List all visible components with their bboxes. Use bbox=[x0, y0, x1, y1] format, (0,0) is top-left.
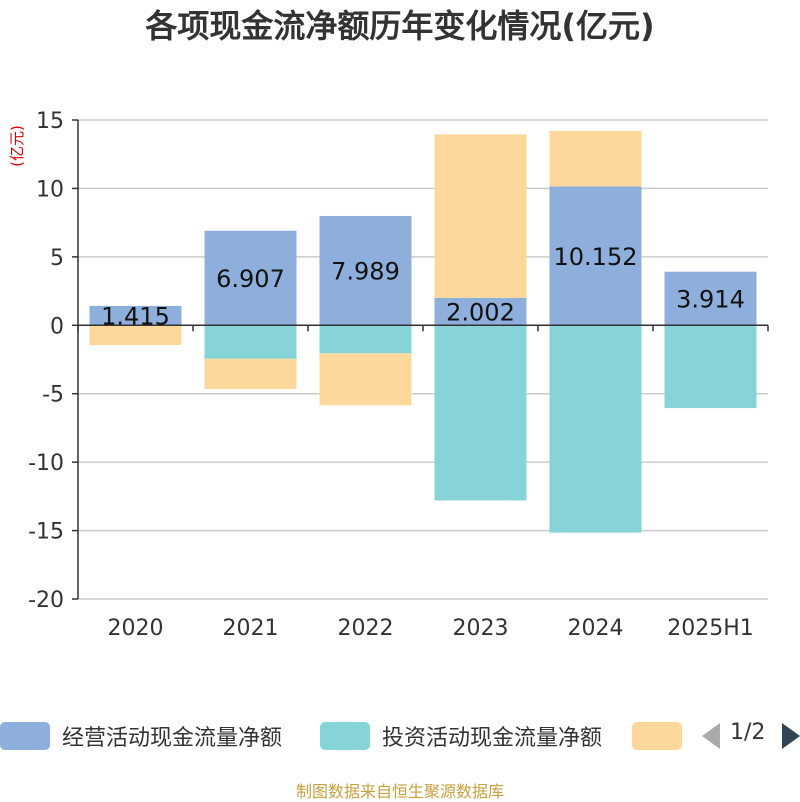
x-tick-label: 2021 bbox=[223, 616, 279, 641]
source-note: 制图数据来自恒生聚源数据库 bbox=[295, 782, 504, 801]
x-tick-label: 2023 bbox=[453, 616, 509, 641]
bar-series-2-2023[interactable] bbox=[434, 134, 527, 298]
data-label: 6.907 bbox=[216, 265, 285, 293]
bar-series-1-2021[interactable] bbox=[204, 325, 297, 359]
data-label: 10.152 bbox=[554, 243, 638, 271]
chart-title: 各项现金流净额历年变化情况(亿元) bbox=[145, 7, 655, 45]
y-tick-label: 15 bbox=[36, 109, 64, 134]
bar-series-0-2021[interactable] bbox=[204, 230, 297, 326]
bar-series-0-2023[interactable] bbox=[434, 297, 527, 326]
y-tick-label: -10 bbox=[28, 451, 64, 476]
bar-series-2-2022[interactable] bbox=[319, 353, 412, 406]
grid-lines bbox=[78, 119, 768, 600]
y-tick-label: 10 bbox=[36, 177, 64, 202]
legend-label-investing: 投资活动现金流量净额 bbox=[382, 726, 603, 751]
bar-series-2-2020[interactable] bbox=[89, 325, 182, 346]
bar-series-1-2022[interactable] bbox=[319, 325, 412, 354]
data-label: 3.914 bbox=[676, 286, 745, 314]
y-tick-label: -5 bbox=[42, 383, 64, 408]
y-tick-label: -15 bbox=[28, 520, 64, 545]
legend-swatch-operating bbox=[0, 722, 50, 750]
legend-prev-arrow-icon[interactable] bbox=[702, 723, 720, 749]
data-label: 7.989 bbox=[331, 258, 400, 286]
bar-series-2-2024[interactable] bbox=[549, 130, 642, 187]
axes: 15 10 5 0 -5 -10 -15 -20 2020 2021 2022 2023 2024 202… bbox=[28, 109, 769, 641]
data-label: 1.415 bbox=[101, 303, 170, 331]
bar-series-0-2024[interactable] bbox=[549, 186, 642, 326]
bar-series-1-2023[interactable] bbox=[434, 325, 527, 501]
x-tick-label: 2022 bbox=[338, 616, 394, 641]
data-label: 2.002 bbox=[446, 299, 515, 327]
y-axis-unit-label: (亿元) bbox=[8, 125, 26, 167]
legend-item-investing[interactable]: 投资活动现金流量净额 bbox=[320, 716, 602, 756]
legend-next-arrow-icon[interactable] bbox=[782, 723, 800, 749]
x-tick-label: 2025H1 bbox=[667, 616, 754, 641]
legend: 经营活动现金流量净额 投资活动现金流量净额 1/2 bbox=[0, 716, 800, 756]
legend-swatch-financing bbox=[632, 722, 682, 750]
data-labels: 1.415 6.907 7.989 2.002 10.152 3.914 bbox=[101, 243, 745, 331]
legend-page-indicator: 1/2 bbox=[730, 720, 766, 745]
chart-plot-area: 15 10 5 0 -5 -10 -15 -20 2020 2021 2022 2023 2024 202… bbox=[8, 109, 769, 641]
bar-series-1-2025H1[interactable] bbox=[664, 325, 757, 409]
y-tick-label: -20 bbox=[28, 588, 64, 613]
y-tick-label: 5 bbox=[50, 246, 64, 271]
x-tick-label: 2020 bbox=[108, 616, 164, 641]
x-tick-label: 2024 bbox=[568, 616, 624, 641]
bar-series-0-2025H1[interactable] bbox=[664, 271, 757, 326]
bars bbox=[89, 130, 757, 533]
bar-series-2-2021[interactable] bbox=[204, 358, 297, 389]
legend-item-operating[interactable]: 经营活动现金流量净额 bbox=[0, 716, 282, 756]
y-tick-label: 0 bbox=[50, 314, 64, 339]
bar-series-0-2022[interactable] bbox=[319, 215, 412, 326]
bar-series-0-2020[interactable] bbox=[89, 305, 182, 326]
legend-item-financing[interactable] bbox=[632, 716, 694, 756]
bar-series-1-2024[interactable] bbox=[549, 325, 642, 533]
legend-swatch-investing bbox=[320, 722, 370, 750]
legend-label-operating: 经营活动现金流量净额 bbox=[62, 726, 283, 751]
